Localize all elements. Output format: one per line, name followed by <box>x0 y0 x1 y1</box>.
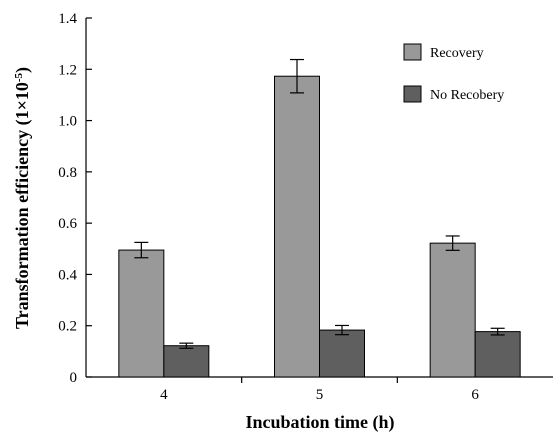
y-tick-label: 1.0 <box>58 114 77 130</box>
y-tick-label: 0.6 <box>58 216 77 232</box>
y-tick-label: 0.8 <box>58 165 77 181</box>
x-axis-title: Incubation time (h) <box>245 412 394 433</box>
bars <box>118 75 521 378</box>
y-ticks: 0 0.2 0.4 0.6 0.8 1.0 1.2 1.4 <box>58 11 92 386</box>
y-axis-title-main: Transformation efficiency (1×10 <box>12 82 33 329</box>
bar-recovery <box>274 75 320 378</box>
x-tick-label: 6 <box>471 387 479 403</box>
bar-recovery <box>429 242 476 378</box>
legend-swatch-no-recobery <box>403 85 422 103</box>
y-axis-title-exponent: -5 <box>13 72 25 82</box>
legend-swatch-recovery <box>403 43 422 61</box>
bar-no-recobery <box>163 345 210 378</box>
legend-label-no-recobery: No Recobery <box>430 88 504 103</box>
x-tick-label: 4 <box>160 387 168 403</box>
y-tick-label: 0 <box>70 370 78 386</box>
x-tick-label: 5 <box>316 387 324 403</box>
legend-label-recovery: Recovery <box>430 46 484 61</box>
y-tick-label: 1.4 <box>58 11 77 27</box>
y-tick-label: 0.2 <box>58 319 77 335</box>
y-axis-title: Transformation efficiency (1×10-5) <box>12 67 33 329</box>
bar-no-recobery <box>319 329 365 378</box>
y-tick-label: 0.4 <box>58 267 77 283</box>
y-tick-label: 1.2 <box>58 62 77 78</box>
error-bars <box>134 58 505 349</box>
legend: Recovery No Recobery <box>403 43 504 103</box>
bar-no-recobery <box>474 331 521 378</box>
bar-recovery <box>118 249 165 378</box>
y-axis-title-suffix: ) <box>12 67 33 73</box>
